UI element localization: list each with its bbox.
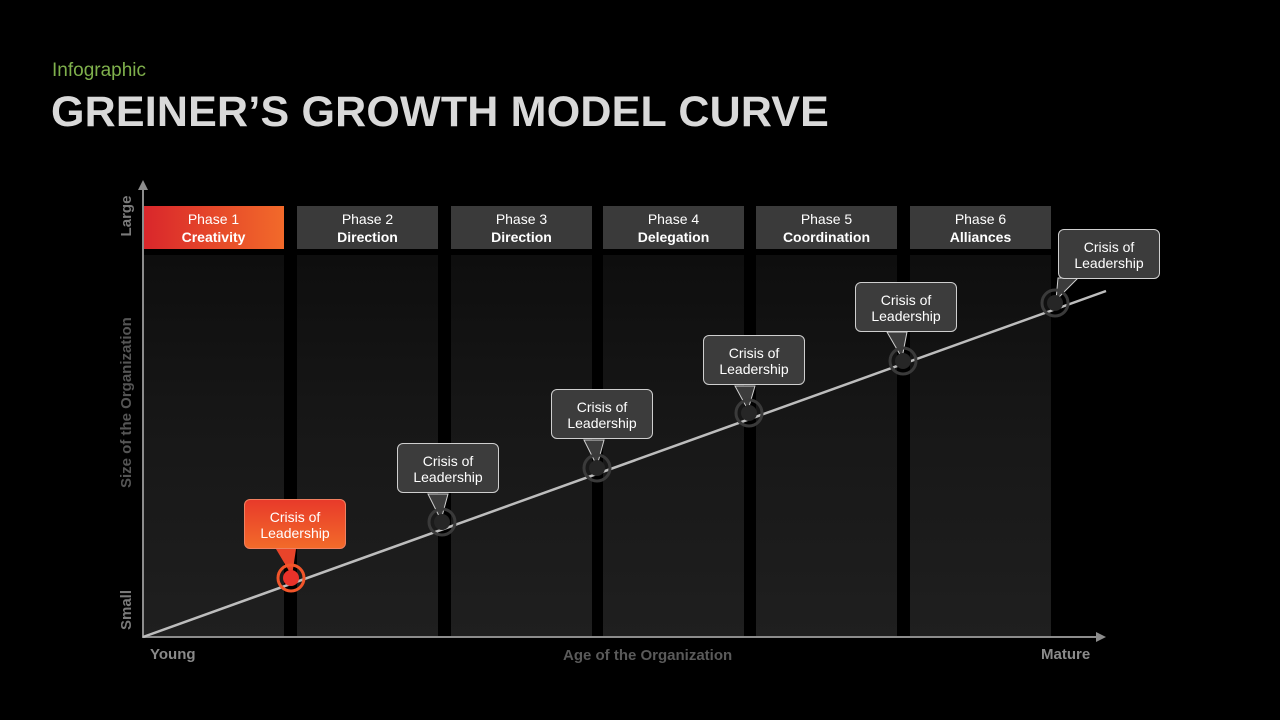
crisis-line1: Crisis of [269,509,321,525]
phase-header-3: Phase 3 Direction [451,206,592,249]
phase-number: Phase 6 [954,211,1007,227]
crisis-line2: Leadership [1074,255,1144,271]
phase-name: Alliances [949,229,1012,245]
crisis-marker-3 [582,453,612,483]
crisis-marker-2 [427,507,457,537]
phase-number: Phase 1 [187,211,240,227]
crisis-bubble-4: Crisis of Leadership [703,335,805,385]
crisis-marker-5 [888,346,918,376]
bubble-tail-3 [583,439,605,468]
phase-name: Delegation [637,229,710,245]
y-axis-title: Size of the Organization [118,317,135,488]
crisis-line1: Crisis of [422,453,474,469]
crisis-marker-1 [276,563,306,593]
x-axis-right-label: Mature [1041,646,1091,663]
phase-number: Phase 4 [647,211,700,227]
phase-header-6: Phase 6 Alliances [910,206,1051,249]
phase-header-5: Phase 5 Coordination [756,206,897,249]
crisis-line1: Crisis of [576,399,628,415]
y-axis-top-label: Large [118,195,135,237]
phase-number: Phase 2 [341,211,394,227]
crisis-line2: Leadership [719,361,789,377]
crisis-line2: Leadership [567,415,637,431]
crisis-bubble-5: Crisis of Leadership [855,282,957,332]
slide-title: GREINER’S GROWTH MODEL CURVE [51,88,830,136]
phase-name: Creativity [181,229,246,245]
crisis-bubble-3: Crisis of Leadership [551,389,653,439]
slide-subtitle: Infographic [52,60,147,81]
y-axis-arrow-icon [138,180,148,190]
crisis-bubble-2: Crisis of Leadership [397,443,499,493]
y-axis-bottom-label: Small [118,589,135,631]
crisis-line2: Leadership [871,308,941,324]
phase-header-4: Phase 4 Delegation [603,206,744,249]
crisis-line2: Leadership [413,469,483,485]
crisis-line1: Crisis of [1083,239,1135,255]
crisis-bubble-1: Crisis of Leadership [244,499,346,549]
crisis-marker-6 [1040,288,1070,318]
phase-name: Coordination [782,229,871,245]
bubble-tail-2 [427,493,449,522]
x-axis-left-label: Young [150,646,196,663]
crisis-line2: Leadership [260,525,330,541]
crisis-line1: Crisis of [880,292,932,308]
phase-header-1: Phase 1 Creativity [143,206,284,249]
phase-name: Direction [491,229,552,245]
phase-column-1 [143,255,284,636]
bubble-tail-4 [734,385,756,412]
x-axis-title: Age of the Organization [563,647,733,664]
phase-name: Direction [337,229,398,245]
phase-header-2: Phase 2 Direction [297,206,438,249]
bubble-tail-5 [886,331,908,360]
phase-number: Phase 5 [800,211,853,227]
crisis-marker-4 [734,398,764,428]
bubble-tail-1 [276,549,296,576]
crisis-line1: Crisis of [728,345,780,361]
crisis-bubble-6: Crisis of Leadership [1058,229,1160,279]
x-axis-arrow-icon [1096,632,1106,642]
phase-number: Phase 3 [495,211,548,227]
